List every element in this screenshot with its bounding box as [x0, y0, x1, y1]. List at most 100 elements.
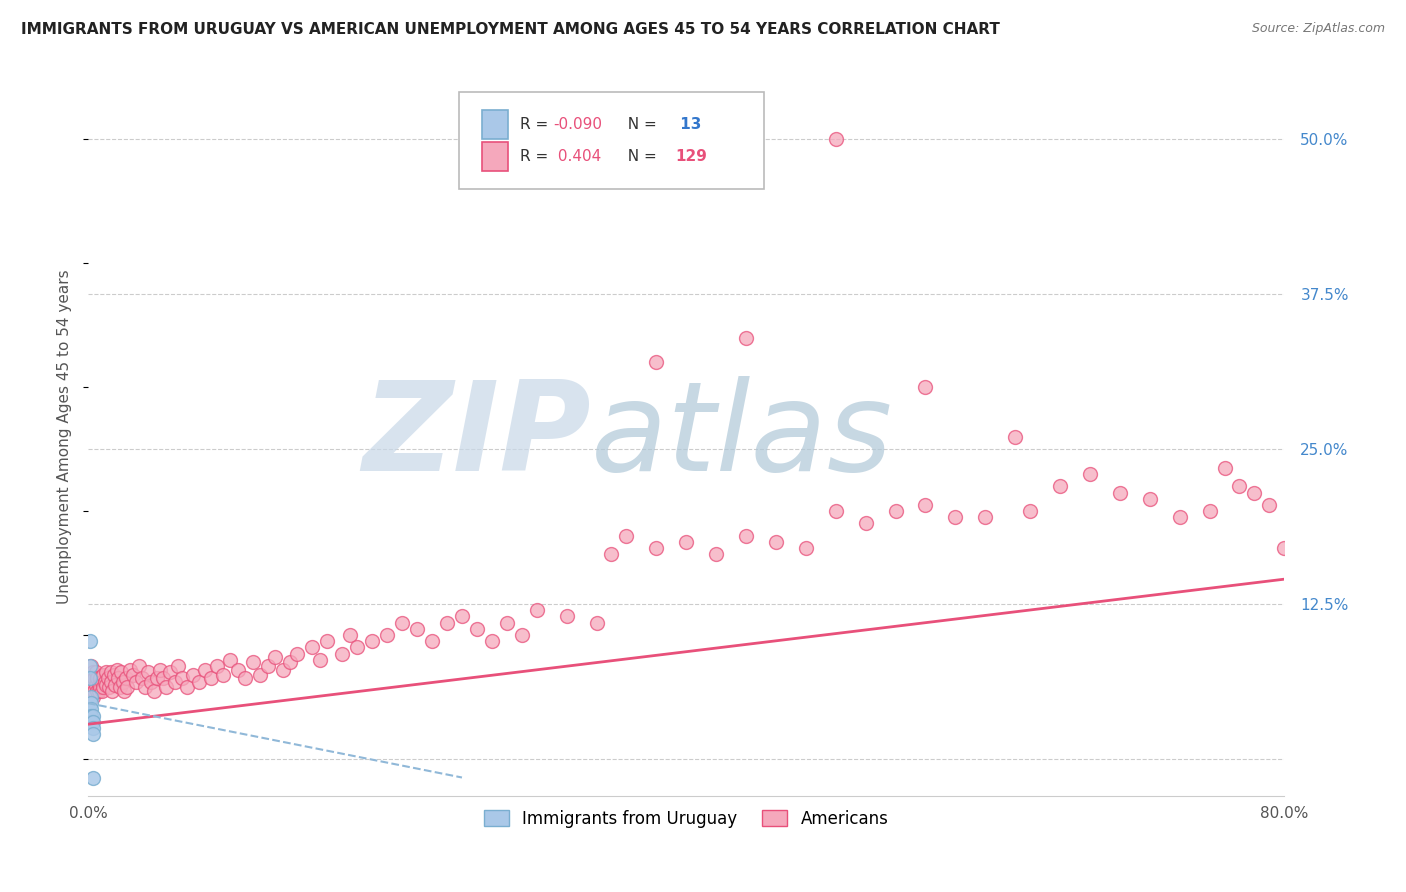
- Point: [97, 672, 120, 686]
- Point: [226, 663, 249, 677]
- Point: [131, 672, 153, 686]
- Point: [172, 672, 194, 686]
- Point: [122, 667, 145, 681]
- Point: [136, 665, 159, 680]
- Point: [1258, 498, 1281, 512]
- Point: [855, 516, 877, 531]
- Point: [167, 659, 190, 673]
- Point: [80, 672, 103, 686]
- Point: [94, 665, 117, 680]
- Point: [205, 659, 228, 673]
- Point: [249, 667, 271, 681]
- Point: [104, 677, 127, 691]
- Point: [134, 680, 156, 694]
- Point: [735, 529, 758, 543]
- Point: [82, 690, 104, 704]
- Point: [84, 665, 107, 680]
- Point: [82, 677, 104, 691]
- Point: [159, 665, 181, 680]
- Point: [91, 680, 114, 694]
- Point: [242, 655, 264, 669]
- Text: ZIP: ZIP: [361, 376, 591, 497]
- Point: [84, 677, 107, 691]
- Point: [142, 683, 165, 698]
- Text: -0.090: -0.090: [554, 117, 603, 132]
- Point: [80, 702, 103, 716]
- Point: [264, 650, 287, 665]
- Point: [526, 603, 548, 617]
- Point: [339, 628, 361, 642]
- FancyBboxPatch shape: [482, 142, 508, 171]
- Text: atlas: atlas: [591, 376, 893, 497]
- Point: [278, 655, 301, 669]
- Point: [1049, 479, 1071, 493]
- Point: [309, 653, 332, 667]
- Point: [510, 628, 533, 642]
- Point: [82, 771, 104, 785]
- Point: [181, 667, 204, 681]
- Point: [451, 609, 474, 624]
- Point: [1348, 523, 1371, 537]
- Text: 129: 129: [675, 149, 707, 164]
- Point: [110, 665, 132, 680]
- Point: [79, 634, 101, 648]
- Point: [176, 680, 198, 694]
- Point: [82, 714, 104, 729]
- Text: R =: R =: [520, 149, 553, 164]
- Point: [1393, 491, 1406, 506]
- Point: [330, 647, 353, 661]
- Point: [80, 683, 103, 698]
- Point: [346, 640, 368, 655]
- Point: [974, 510, 997, 524]
- Point: [1078, 467, 1101, 481]
- Point: [481, 634, 503, 648]
- Point: [1288, 529, 1310, 543]
- Point: [90, 675, 112, 690]
- Point: [163, 675, 186, 690]
- Point: [89, 680, 111, 694]
- FancyBboxPatch shape: [458, 92, 763, 189]
- Text: IMMIGRANTS FROM URUGUAY VS AMERICAN UNEMPLOYMENT AMONG AGES 45 TO 54 YEARS CORRE: IMMIGRANTS FROM URUGUAY VS AMERICAN UNEM…: [21, 22, 1000, 37]
- Point: [83, 683, 105, 698]
- Point: [79, 659, 101, 673]
- Point: [87, 683, 110, 698]
- Point: [316, 634, 339, 648]
- Point: [287, 647, 309, 661]
- Point: [465, 622, 488, 636]
- Point: [80, 714, 103, 729]
- Point: [1198, 504, 1220, 518]
- Point: [87, 677, 110, 691]
- Point: [101, 683, 124, 698]
- Point: [219, 653, 242, 667]
- Point: [884, 504, 907, 518]
- Text: R =: R =: [520, 117, 553, 132]
- Point: [82, 708, 104, 723]
- Point: [112, 683, 135, 698]
- Point: [111, 675, 134, 690]
- Point: [80, 708, 103, 723]
- Point: [420, 634, 443, 648]
- Point: [211, 667, 233, 681]
- Point: [794, 541, 817, 556]
- Point: [200, 672, 222, 686]
- Point: [107, 672, 129, 686]
- Point: [118, 663, 141, 677]
- Point: [105, 663, 128, 677]
- Point: [1229, 479, 1251, 493]
- Point: [1243, 485, 1265, 500]
- Point: [1378, 510, 1400, 524]
- Point: [100, 665, 122, 680]
- Point: [149, 663, 172, 677]
- Point: [824, 504, 846, 518]
- Point: [1362, 504, 1385, 518]
- Point: [616, 529, 638, 543]
- Point: [103, 667, 125, 681]
- Point: [914, 380, 936, 394]
- Point: [914, 498, 936, 512]
- Point: [108, 680, 131, 694]
- Point: [82, 727, 104, 741]
- Point: [100, 675, 122, 690]
- Point: [79, 672, 101, 686]
- Point: [375, 628, 398, 642]
- Point: [152, 672, 174, 686]
